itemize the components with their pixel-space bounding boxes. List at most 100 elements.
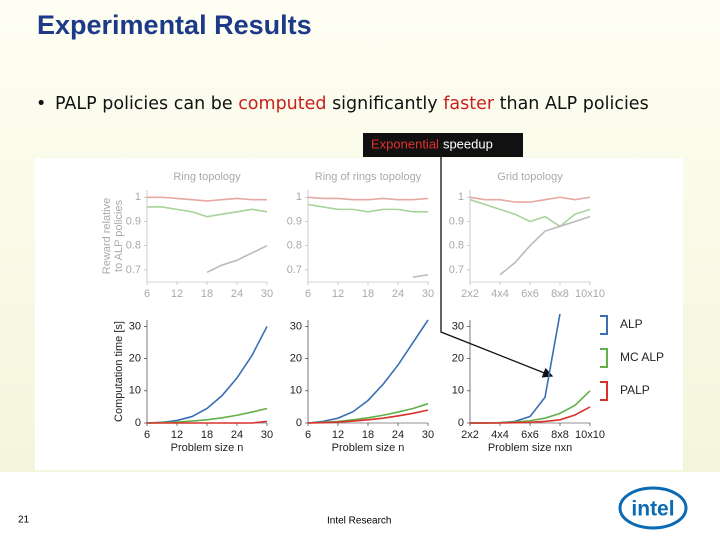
y-tick-label: 0.9 — [287, 215, 302, 227]
x-tick-label: 18 — [201, 288, 213, 300]
y-tick-label: 30 — [129, 320, 141, 332]
series-line — [308, 319, 429, 424]
callout-box — [363, 133, 523, 157]
plot — [147, 196, 268, 274]
y-axis-label: Computation time [s] — [113, 321, 125, 422]
callout-word: speedup — [443, 137, 493, 152]
y-axis-label: to ALP policies — [113, 200, 125, 272]
page-number: 21 — [18, 515, 30, 526]
legend-key — [600, 348, 608, 368]
plot — [470, 196, 591, 276]
bullet: • PALP policies can be computed signific… — [36, 93, 666, 116]
footer-text: Intel Research — [327, 516, 391, 527]
x-tick-label: 24 — [231, 288, 243, 300]
series-line — [308, 409, 429, 424]
charts: Ring topology 0.7 0.8 0.9 1 6 12 18 24 30 Reward r… — [101, 171, 664, 454]
y-axis-label: Reward relative — [101, 198, 113, 274]
y-tick-label: 0.9 — [449, 215, 464, 227]
series-line — [147, 206, 268, 218]
y-tick-label: 0 — [135, 417, 141, 429]
x-tick-label: 4x4 — [491, 288, 509, 300]
y-tick-label: 20 — [290, 353, 302, 365]
legend-label: MC ALP — [620, 350, 664, 364]
y-tick-label: 1 — [296, 191, 302, 203]
plot — [308, 319, 429, 424]
y-tick-label: 0.8 — [126, 240, 141, 252]
series-line — [412, 273, 429, 278]
x-tick-label: 30 — [422, 429, 434, 441]
x-axis-label: Problem size n — [332, 442, 405, 454]
plot — [470, 314, 591, 424]
x-axis-label: Problem size nxn — [488, 442, 572, 454]
y-tick-label: 0.8 — [449, 240, 464, 252]
x-tick-label: 2x2 — [461, 288, 479, 300]
x-tick-label: 18 — [362, 288, 374, 300]
callout-pointer — [440, 157, 554, 378]
footer-band — [0, 472, 720, 540]
series-line — [499, 215, 591, 276]
series-line — [206, 244, 268, 274]
text-part: than ALP policies — [494, 94, 649, 114]
y-tick-label: 30 — [290, 320, 302, 332]
x-tick-label: 8x8 — [551, 288, 569, 300]
series-line — [470, 198, 591, 228]
y-tick-label: 0 — [296, 417, 302, 429]
x-axis-label: Problem size n — [171, 442, 244, 454]
callout-word: Exponential — [371, 137, 439, 152]
legend-label: PALP — [620, 383, 650, 397]
x-tick-label: 30 — [261, 429, 273, 441]
x-tick-label: 30 — [261, 288, 273, 300]
text-part: significantly — [326, 94, 444, 114]
callout-text: Exponential speedup — [371, 137, 493, 152]
x-tick-label: 6 — [305, 288, 311, 300]
bullet-text: PALP policies can be computed significan… — [55, 93, 660, 116]
text-part: computed — [238, 94, 327, 114]
x-tick-label: 10x10 — [575, 288, 605, 300]
y-tick-label: 0.7 — [449, 264, 464, 276]
x-tick-label: 6 — [144, 288, 150, 300]
x-tick-label: 18 — [201, 429, 213, 441]
legend-key — [600, 315, 608, 335]
x-tick-label: 30 — [422, 288, 434, 300]
y-tick-label: 20 — [129, 353, 141, 365]
series-line — [470, 196, 591, 203]
x-tick-label: 24 — [392, 288, 404, 300]
y-tick-label: 0.7 — [287, 264, 302, 276]
text-part: faster — [443, 94, 495, 114]
y-tick-label: 10 — [290, 385, 302, 397]
y-tick-label: 1 — [458, 191, 464, 203]
x-tick-label: 6x6 — [521, 288, 539, 300]
x-tick-label: 4x4 — [491, 429, 509, 441]
y-tick-label: 0 — [458, 417, 464, 429]
x-tick-label: 8x8 — [551, 429, 569, 441]
x-tick-label: 2x2 — [461, 429, 479, 441]
x-tick-label: 6 — [305, 429, 311, 441]
x-tick-label: 12 — [171, 429, 183, 441]
plot — [147, 326, 268, 424]
series-line — [308, 196, 429, 201]
chart-title: Grid topology — [497, 171, 563, 183]
plot — [308, 196, 429, 278]
legend-key — [600, 381, 608, 401]
chart-title: Ring of rings topology — [315, 171, 422, 183]
y-tick-label: 30 — [452, 320, 464, 332]
series-line — [147, 196, 267, 202]
x-tick-label: 10x10 — [575, 429, 605, 441]
x-tick-label: 6x6 — [521, 429, 539, 441]
y-tick-label: 1 — [135, 191, 141, 203]
x-tick-label: 12 — [332, 429, 344, 441]
y-tick-label: 0.7 — [126, 264, 141, 276]
x-tick-label: 12 — [171, 288, 183, 300]
x-tick-label: 18 — [362, 429, 374, 441]
logo-text: intel — [631, 498, 674, 521]
bullet-dot: • — [36, 94, 47, 114]
series-line — [147, 420, 268, 424]
chart-title: Ring topology — [173, 171, 241, 183]
y-tick-label: 10 — [452, 385, 464, 397]
series-line — [470, 406, 591, 424]
slide-title: Experimental Results — [37, 10, 312, 40]
y-tick-label: 0.8 — [287, 240, 302, 252]
y-tick-label: 20 — [452, 353, 464, 365]
